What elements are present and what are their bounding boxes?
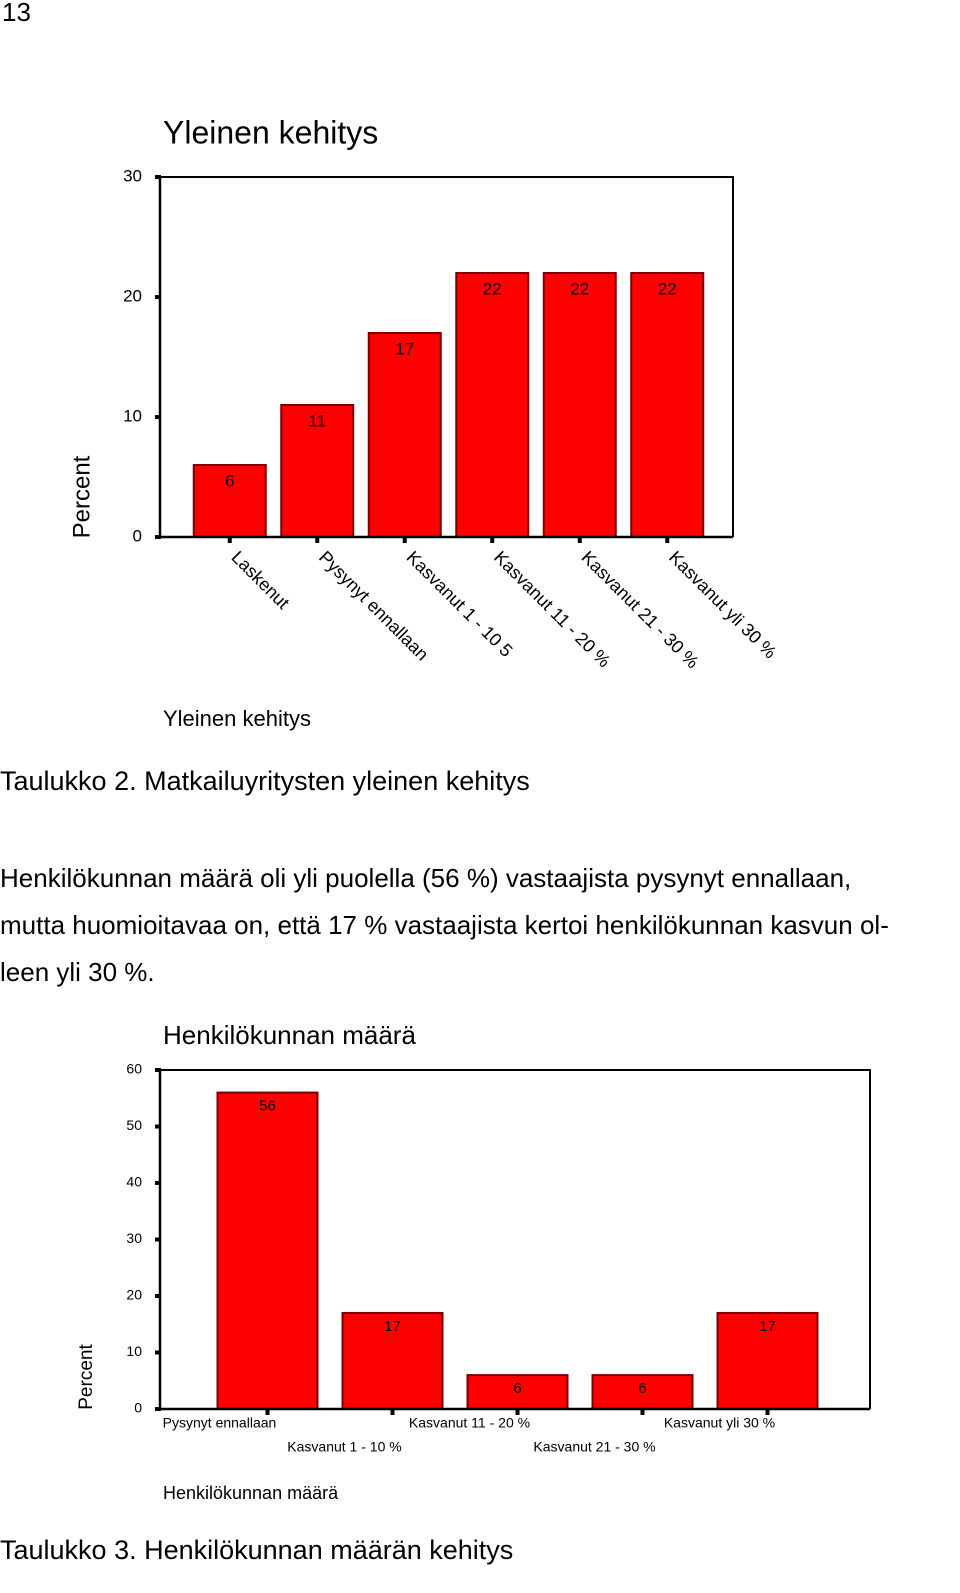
x-tick [390,1409,395,1415]
x-tick [227,537,232,543]
value-label: 6 [225,471,234,490]
y-tick-label: 50 [126,1117,142,1133]
y-tick [155,1068,161,1072]
y-tick-label: 30 [123,166,142,185]
x-tick [665,537,670,543]
x-tick [315,537,320,543]
x-tick-label: Kasvanut 1 - 10 % [287,1439,401,1455]
bar [192,464,267,538]
value-label: 17 [384,1318,401,1335]
y-tick-label: 30 [126,1230,142,1246]
y-tick [155,1350,161,1355]
value-label: 56 [259,1098,276,1115]
bar [367,332,442,538]
y-tick [155,1294,161,1298]
bar [455,272,530,538]
value-label: 6 [513,1380,521,1397]
value-label: 22 [570,279,589,298]
value-label: 17 [759,1318,776,1335]
paragraph-line: mutta huomioitavaa on, että 17 % vastaaj… [0,910,889,940]
bar [216,1091,319,1410]
y-tick [155,535,161,539]
x-tick [265,1409,270,1415]
chart-title: Yleinen kehitys [163,114,378,150]
chart-title: Henkilökunnan määrä [163,1020,416,1050]
caption: Taulukko 2. Matkailuyritysten yleinen ke… [0,766,530,796]
y-tick-label: 10 [123,406,142,425]
plot-frame [160,176,734,537]
y-tick-label: 40 [126,1174,142,1190]
x-tick-label: Kasvanut yli 30 % [664,1415,775,1431]
y-axis-label: Percent [68,455,95,538]
value-label: 22 [483,279,502,298]
y-tick [155,1124,161,1129]
x-axis-label: Yleinen kehitys [163,706,311,731]
x-axis-label: Henkilökunnan määrä [163,1483,339,1503]
page-number: 13 [2,0,31,27]
value-label: 17 [395,339,414,358]
x-tick [490,537,495,543]
y-tick-label: 10 [126,1343,142,1359]
bar [716,1311,819,1410]
value-label: 6 [638,1380,646,1397]
value-label: 11 [308,411,326,430]
bar [466,1374,569,1410]
bar [630,272,705,538]
caption: Taulukko 3. Henkilökunnan määrän kehitys [0,1535,513,1565]
y-tick [155,1407,161,1411]
y-tick-label: 0 [134,1400,142,1416]
y-tick-label: 60 [126,1061,142,1077]
paragraph-line: Henkilökunnan määrä oli yli puolella (56… [0,863,851,893]
x-tick-label: Kasvanut 11 - 20 % [409,1415,530,1431]
y-tick [155,1181,161,1185]
y-tick [155,175,161,179]
y-tick-label: 0 [133,526,142,545]
bar [591,1374,694,1410]
y-tick [155,1237,161,1242]
x-tick-label: Kasvanut 21 - 30 % [533,1439,655,1455]
plot-frame [160,1069,871,1409]
y-tick-label: 20 [123,286,142,305]
x-tick [515,1409,520,1415]
x-tick-label: Pysynyt ennallaan [163,1415,277,1431]
x-tick-label: Laskenut [228,547,294,613]
y-axis-label: Percent [76,1344,97,1410]
y-tick [155,415,161,419]
x-tick [402,537,407,543]
y-tick-label: 20 [126,1287,142,1303]
paragraph-line: leen yli 30 %. [0,957,155,987]
bar [542,272,617,538]
x-tick [765,1409,770,1415]
value-label: 22 [658,279,677,298]
x-tick [577,537,582,543]
x-tick [640,1409,645,1415]
y-tick [155,295,161,299]
